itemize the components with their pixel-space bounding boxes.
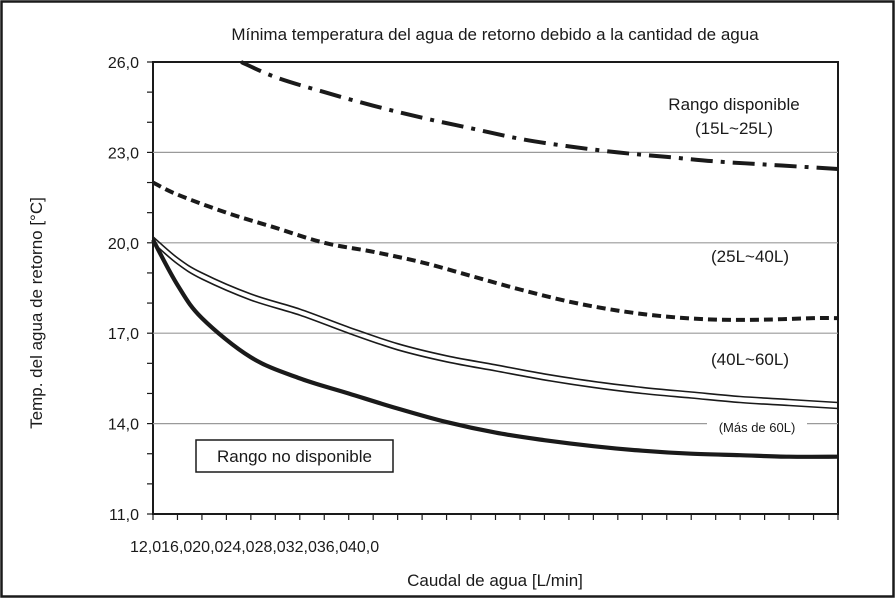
y-tick-label: 11,0 (109, 507, 139, 524)
y-tick-label: 14,0 (108, 417, 139, 434)
range-15-25-label-line1: Rango disponible (668, 95, 799, 114)
x-axis-ticks (152, 514, 839, 520)
unavailable-range-box (195, 439, 394, 473)
range-25-40-label: (25L~40L) (711, 247, 789, 266)
y-tick-label: 23,0 (108, 145, 139, 162)
series-lines (151, 60, 839, 459)
range-60-plus-label-bg (707, 416, 807, 438)
y-tick-label: 20,0 (108, 236, 139, 253)
range-40-60-label: (40L~60L) (711, 350, 789, 369)
y-tick-label: 17,0 (108, 326, 139, 343)
series-line-1 (240, 60, 839, 171)
chart-title: Mínima temperatura del agua de retorno d… (231, 25, 759, 44)
y-axis-ticks (147, 61, 153, 515)
series-line-2 (152, 180, 839, 322)
unavailable-range-label: Rango no disponible (217, 447, 372, 466)
series-line-3 (152, 236, 839, 404)
y-tick-label: 26,0 (108, 55, 139, 72)
y-axis-tick-labels: 26,0 23,0 20,0 17,0 14,0 11,0 (108, 55, 139, 524)
range-60-plus-label: (Más de 60L) (719, 420, 796, 435)
x-tick-labels: 12,016,020,024,028,032,036,040,0 (130, 539, 379, 556)
series-line-5 (151, 238, 839, 459)
y-axis-label: Temp. del agua de retorno [°C] (27, 197, 46, 429)
x-axis-label: Caudal de agua [L/min] (407, 571, 583, 590)
series-line-4 (152, 242, 839, 410)
range-15-25-label-line2: (15L~25L) (695, 119, 773, 138)
